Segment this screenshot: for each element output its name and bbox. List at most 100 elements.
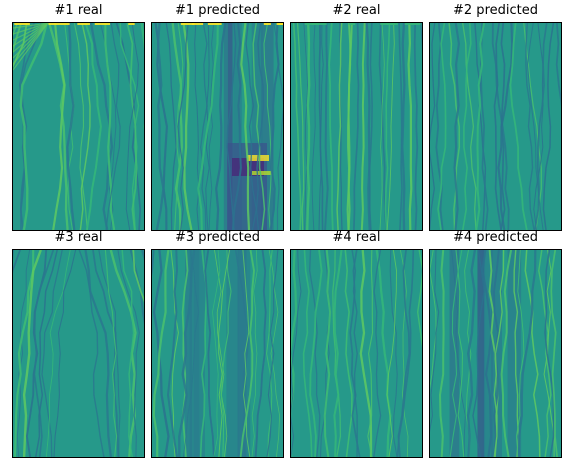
band xyxy=(491,250,502,457)
streak xyxy=(212,250,221,457)
streak xyxy=(292,23,302,230)
streak xyxy=(306,23,311,230)
streak xyxy=(474,23,487,230)
streak xyxy=(166,250,178,457)
accent-highlight xyxy=(311,23,327,25)
streak xyxy=(254,250,267,457)
streak xyxy=(333,250,343,457)
streak xyxy=(291,250,298,457)
streak xyxy=(73,23,88,230)
streak xyxy=(324,23,329,230)
heatmap-image xyxy=(290,249,423,458)
panel-title: #3 predicted xyxy=(175,230,260,245)
accent-highlight xyxy=(128,23,135,25)
streak xyxy=(430,250,440,432)
streak xyxy=(493,23,502,230)
streak xyxy=(332,250,342,457)
streak xyxy=(53,250,77,457)
streak xyxy=(105,23,121,230)
streak xyxy=(453,23,460,230)
streak xyxy=(92,250,120,457)
streak xyxy=(430,250,437,390)
streak xyxy=(462,23,472,230)
accent-highlight xyxy=(14,23,30,25)
streak xyxy=(266,250,273,457)
streak xyxy=(472,250,485,457)
streak xyxy=(303,23,309,230)
streak xyxy=(296,23,305,230)
streak xyxy=(523,23,542,230)
streak xyxy=(208,23,215,230)
streak xyxy=(399,250,409,457)
streak xyxy=(491,23,510,230)
streak xyxy=(373,250,382,457)
accent-highlight xyxy=(207,23,222,25)
accent-highlight xyxy=(404,23,421,25)
streak xyxy=(33,250,55,457)
streak xyxy=(481,250,493,457)
band xyxy=(477,250,484,457)
streak xyxy=(524,250,541,457)
accent-highlight xyxy=(48,23,62,25)
band xyxy=(449,250,460,457)
band xyxy=(185,250,193,457)
panel-title: #2 predicted xyxy=(453,3,538,18)
accent-highlight xyxy=(380,23,396,25)
band xyxy=(482,250,493,457)
streak xyxy=(379,23,385,230)
streak xyxy=(555,23,561,107)
accent-highlight xyxy=(348,23,356,25)
panel-2-real: #2 real xyxy=(290,3,423,231)
streak xyxy=(500,250,513,457)
fan-streak xyxy=(13,23,49,29)
streak xyxy=(171,23,183,230)
streak xyxy=(22,250,42,457)
panel-title: #3 real xyxy=(54,230,103,245)
streak xyxy=(328,23,334,230)
fan-streak xyxy=(13,23,49,59)
streak xyxy=(542,23,555,230)
streak xyxy=(197,23,219,230)
streak xyxy=(174,23,184,230)
streak xyxy=(220,250,232,457)
streak xyxy=(311,23,316,230)
accent-highlight xyxy=(94,23,111,25)
streak xyxy=(269,23,280,230)
streak xyxy=(318,23,324,230)
panel-4-real: #4 real xyxy=(290,230,423,458)
streak xyxy=(13,23,28,69)
heatmap-image xyxy=(290,22,423,231)
panel-3-predicted: #3 predicted xyxy=(151,230,284,458)
streak xyxy=(401,23,406,230)
streak xyxy=(318,23,324,230)
streak xyxy=(266,250,279,457)
streak xyxy=(430,23,436,230)
streak xyxy=(126,23,138,230)
streak xyxy=(234,250,250,457)
accent-highlight xyxy=(191,23,204,25)
streak xyxy=(396,250,415,457)
streak xyxy=(302,250,313,457)
streak xyxy=(533,23,544,230)
streak xyxy=(398,23,403,230)
streak xyxy=(466,250,477,457)
streak xyxy=(407,23,413,230)
heatmap-image xyxy=(429,249,562,458)
streak xyxy=(154,23,168,230)
streak xyxy=(45,250,71,457)
accent-highlight xyxy=(304,23,319,25)
fan-streak xyxy=(13,23,49,35)
streak xyxy=(375,250,392,457)
streak xyxy=(538,250,552,457)
streak xyxy=(493,250,505,457)
streak xyxy=(66,23,76,230)
streak xyxy=(181,250,189,457)
streak xyxy=(509,23,528,230)
streak xyxy=(451,250,466,457)
streak xyxy=(255,23,265,230)
fan-streak xyxy=(13,23,49,41)
streak xyxy=(435,23,444,230)
streak xyxy=(240,23,251,230)
streak xyxy=(252,23,266,230)
streak xyxy=(349,250,361,457)
